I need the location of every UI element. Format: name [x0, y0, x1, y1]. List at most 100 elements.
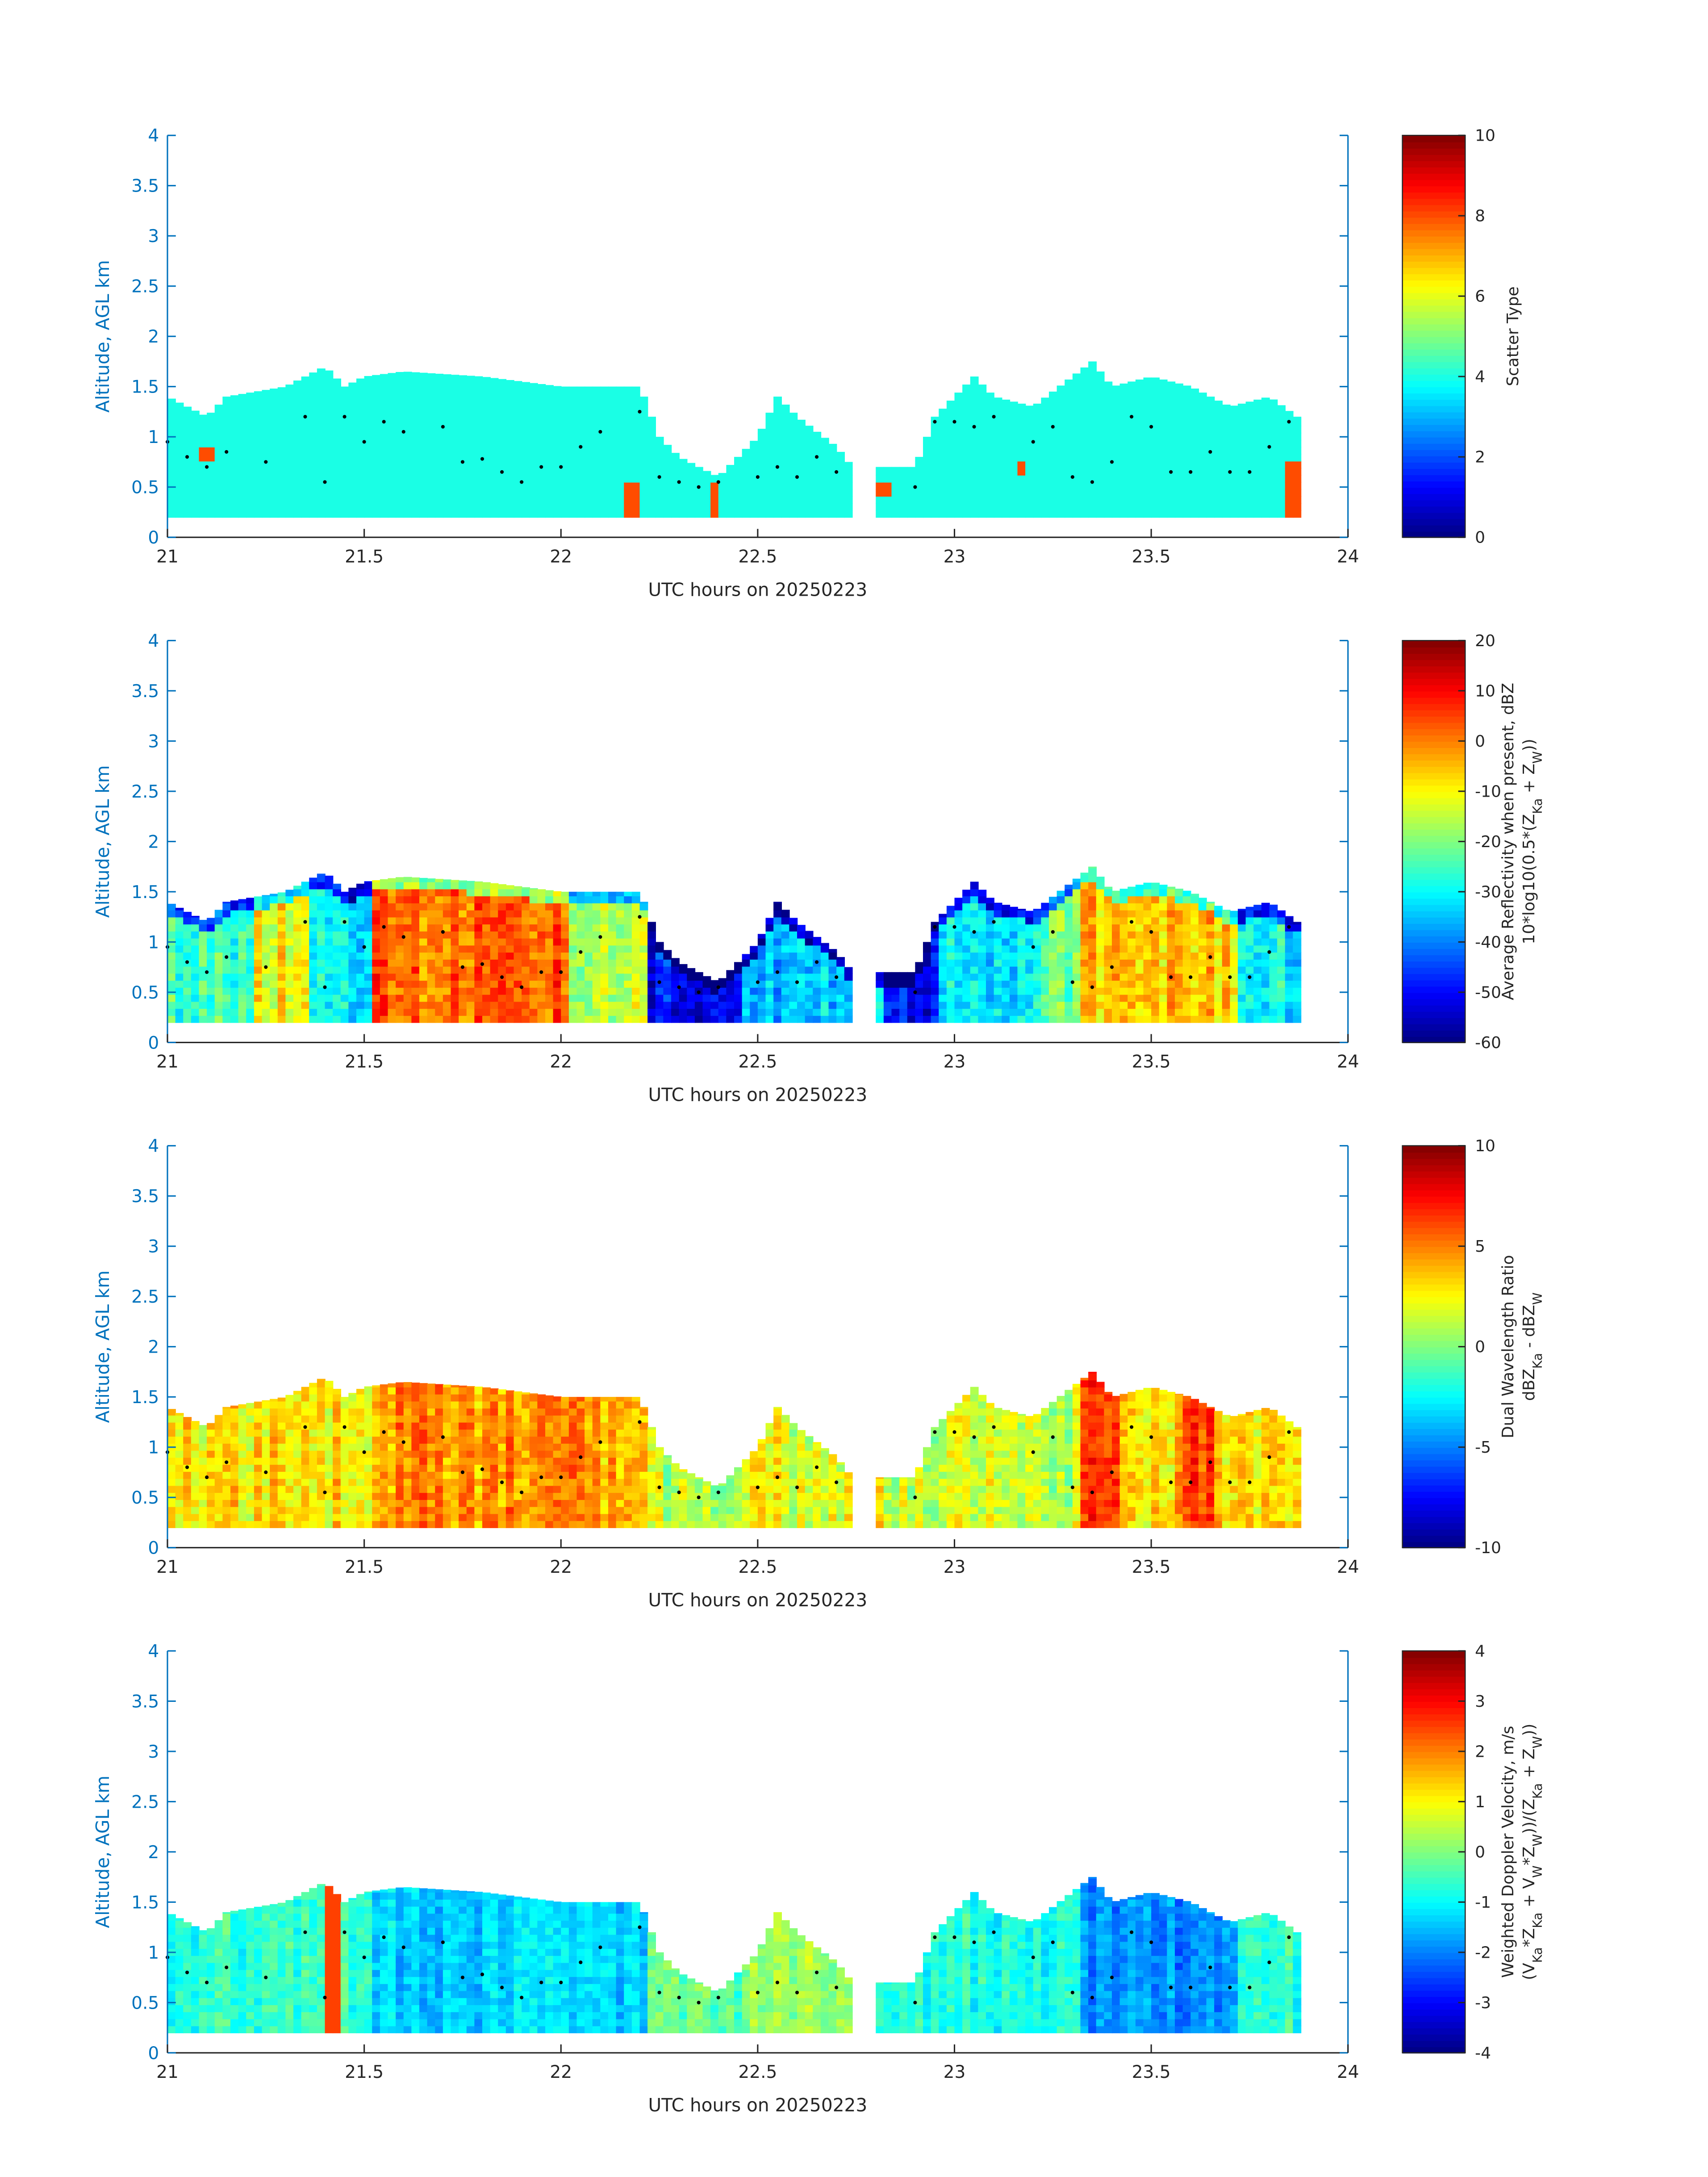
heatmap-cell: [451, 433, 459, 441]
dot-marker: [972, 425, 976, 429]
heatmap-cell: [529, 910, 538, 918]
heatmap-cell: [1222, 439, 1231, 447]
heatmap-cell: [293, 959, 302, 967]
heatmap-cell: [789, 973, 798, 981]
heatmap-cell: [954, 393, 963, 398]
heatmap-cell: [616, 1015, 625, 1023]
heatmap-cell: [1238, 475, 1246, 483]
heatmap-cell: [490, 1001, 499, 1009]
heatmap-cell: [616, 503, 625, 511]
heatmap-cell: [671, 1008, 680, 1016]
heatmap-cell: [230, 931, 239, 939]
heatmap-cell: [443, 882, 451, 890]
heatmap-cell: [773, 496, 782, 504]
heatmap-cell: [687, 503, 696, 511]
heatmap-cell: [191, 923, 200, 932]
heatmap-cell: [340, 980, 349, 988]
heatmap-cell: [246, 938, 255, 946]
heatmap-cell: [585, 475, 593, 483]
heatmap-cell: [490, 980, 499, 988]
heatmap-cell: [1002, 426, 1011, 434]
heatmap-cell: [537, 475, 546, 483]
heatmap-cell: [1065, 895, 1073, 903]
heatmap-cell: [1214, 1001, 1223, 1009]
heatmap-cell: [356, 461, 365, 469]
heatmap-cell: [962, 489, 971, 497]
heatmap-cell: [459, 931, 467, 939]
heatmap-cell: [443, 383, 451, 391]
heatmap-cell: [1293, 945, 1302, 953]
heatmap-cell: [553, 510, 562, 518]
heatmap-cell: [608, 426, 617, 434]
heatmap-cell: [396, 882, 404, 890]
heatmap-cell: [1080, 496, 1089, 504]
heatmap-cell: [1033, 980, 1042, 988]
heatmap-cell: [726, 510, 735, 518]
heatmap-cell: [427, 923, 436, 932]
heatmap-cell: [1285, 482, 1294, 490]
heatmap-cell: [1253, 418, 1262, 426]
heatmap-cell: [1009, 489, 1018, 497]
heatmap-cell: [1277, 917, 1286, 925]
heatmap-cell: [466, 917, 475, 925]
heatmap-cell: [631, 503, 640, 511]
heatmap-cell: [568, 1001, 577, 1009]
heatmap-cell: [333, 411, 341, 419]
heatmap-cell: [1214, 906, 1223, 911]
heatmap-cell: [451, 903, 459, 911]
heatmap-cell: [647, 959, 656, 967]
heatmap-cell: [270, 952, 278, 960]
heatmap-cell: [537, 411, 546, 419]
dot-marker: [225, 450, 229, 454]
heatmap-cell: [986, 1008, 994, 1016]
heatmap-cell: [1143, 390, 1152, 398]
heatmap-cell: [828, 949, 837, 953]
heatmap-cell: [907, 1001, 916, 1009]
heatmap-cell: [270, 433, 278, 441]
heatmap-cell: [1041, 903, 1050, 911]
heatmap-cell: [631, 439, 640, 447]
heatmap-cell: [222, 510, 231, 518]
x-tick-label: 21: [156, 547, 179, 567]
heatmap-cell: [505, 454, 514, 462]
heatmap-cell: [1072, 966, 1081, 974]
heatmap-cell: [309, 376, 318, 384]
heatmap-cell: [183, 439, 192, 447]
heatmap-cell: [1167, 447, 1176, 455]
heatmap-cell: [309, 447, 318, 455]
heatmap-cell: [1269, 966, 1278, 974]
heatmap-cell: [262, 959, 271, 967]
heatmap-cell: [1135, 923, 1144, 932]
heatmap-cell: [411, 889, 420, 897]
heatmap-cell: [616, 980, 625, 988]
heatmap-cell: [403, 454, 412, 462]
heatmap-cell: [333, 1008, 341, 1016]
heatmap-cell: [545, 468, 554, 476]
heatmap-cell: [1096, 510, 1105, 518]
heatmap-cell: [262, 454, 271, 462]
heatmap-cell: [498, 959, 507, 967]
heatmap-cell: [1025, 987, 1034, 995]
heatmap-cell: [466, 383, 475, 391]
heatmap-cell: [1135, 454, 1144, 462]
heatmap-cell: [553, 496, 562, 504]
heatmap-cell: [561, 433, 570, 441]
heatmap-cell: [639, 397, 648, 398]
heatmap-cell: [1190, 980, 1199, 988]
heatmap-cell: [435, 390, 444, 398]
heatmap-cell: [687, 468, 696, 476]
dot-marker: [1051, 425, 1055, 429]
heatmap-cell: [631, 411, 640, 419]
heatmap-cell: [191, 938, 200, 946]
heatmap-cell: [380, 882, 388, 890]
heatmap-cell: [1245, 411, 1254, 419]
heatmap-cell: [285, 980, 294, 988]
heatmap-cell: [553, 1015, 562, 1023]
heatmap-cell: [789, 959, 798, 967]
heatmap-cell: [608, 405, 617, 413]
heatmap-cell: [175, 482, 184, 490]
heatmap-cell: [545, 1008, 554, 1016]
heatmap-cell: [340, 987, 349, 995]
heatmap-cell: [333, 426, 341, 434]
heatmap-cell: [1190, 894, 1199, 897]
